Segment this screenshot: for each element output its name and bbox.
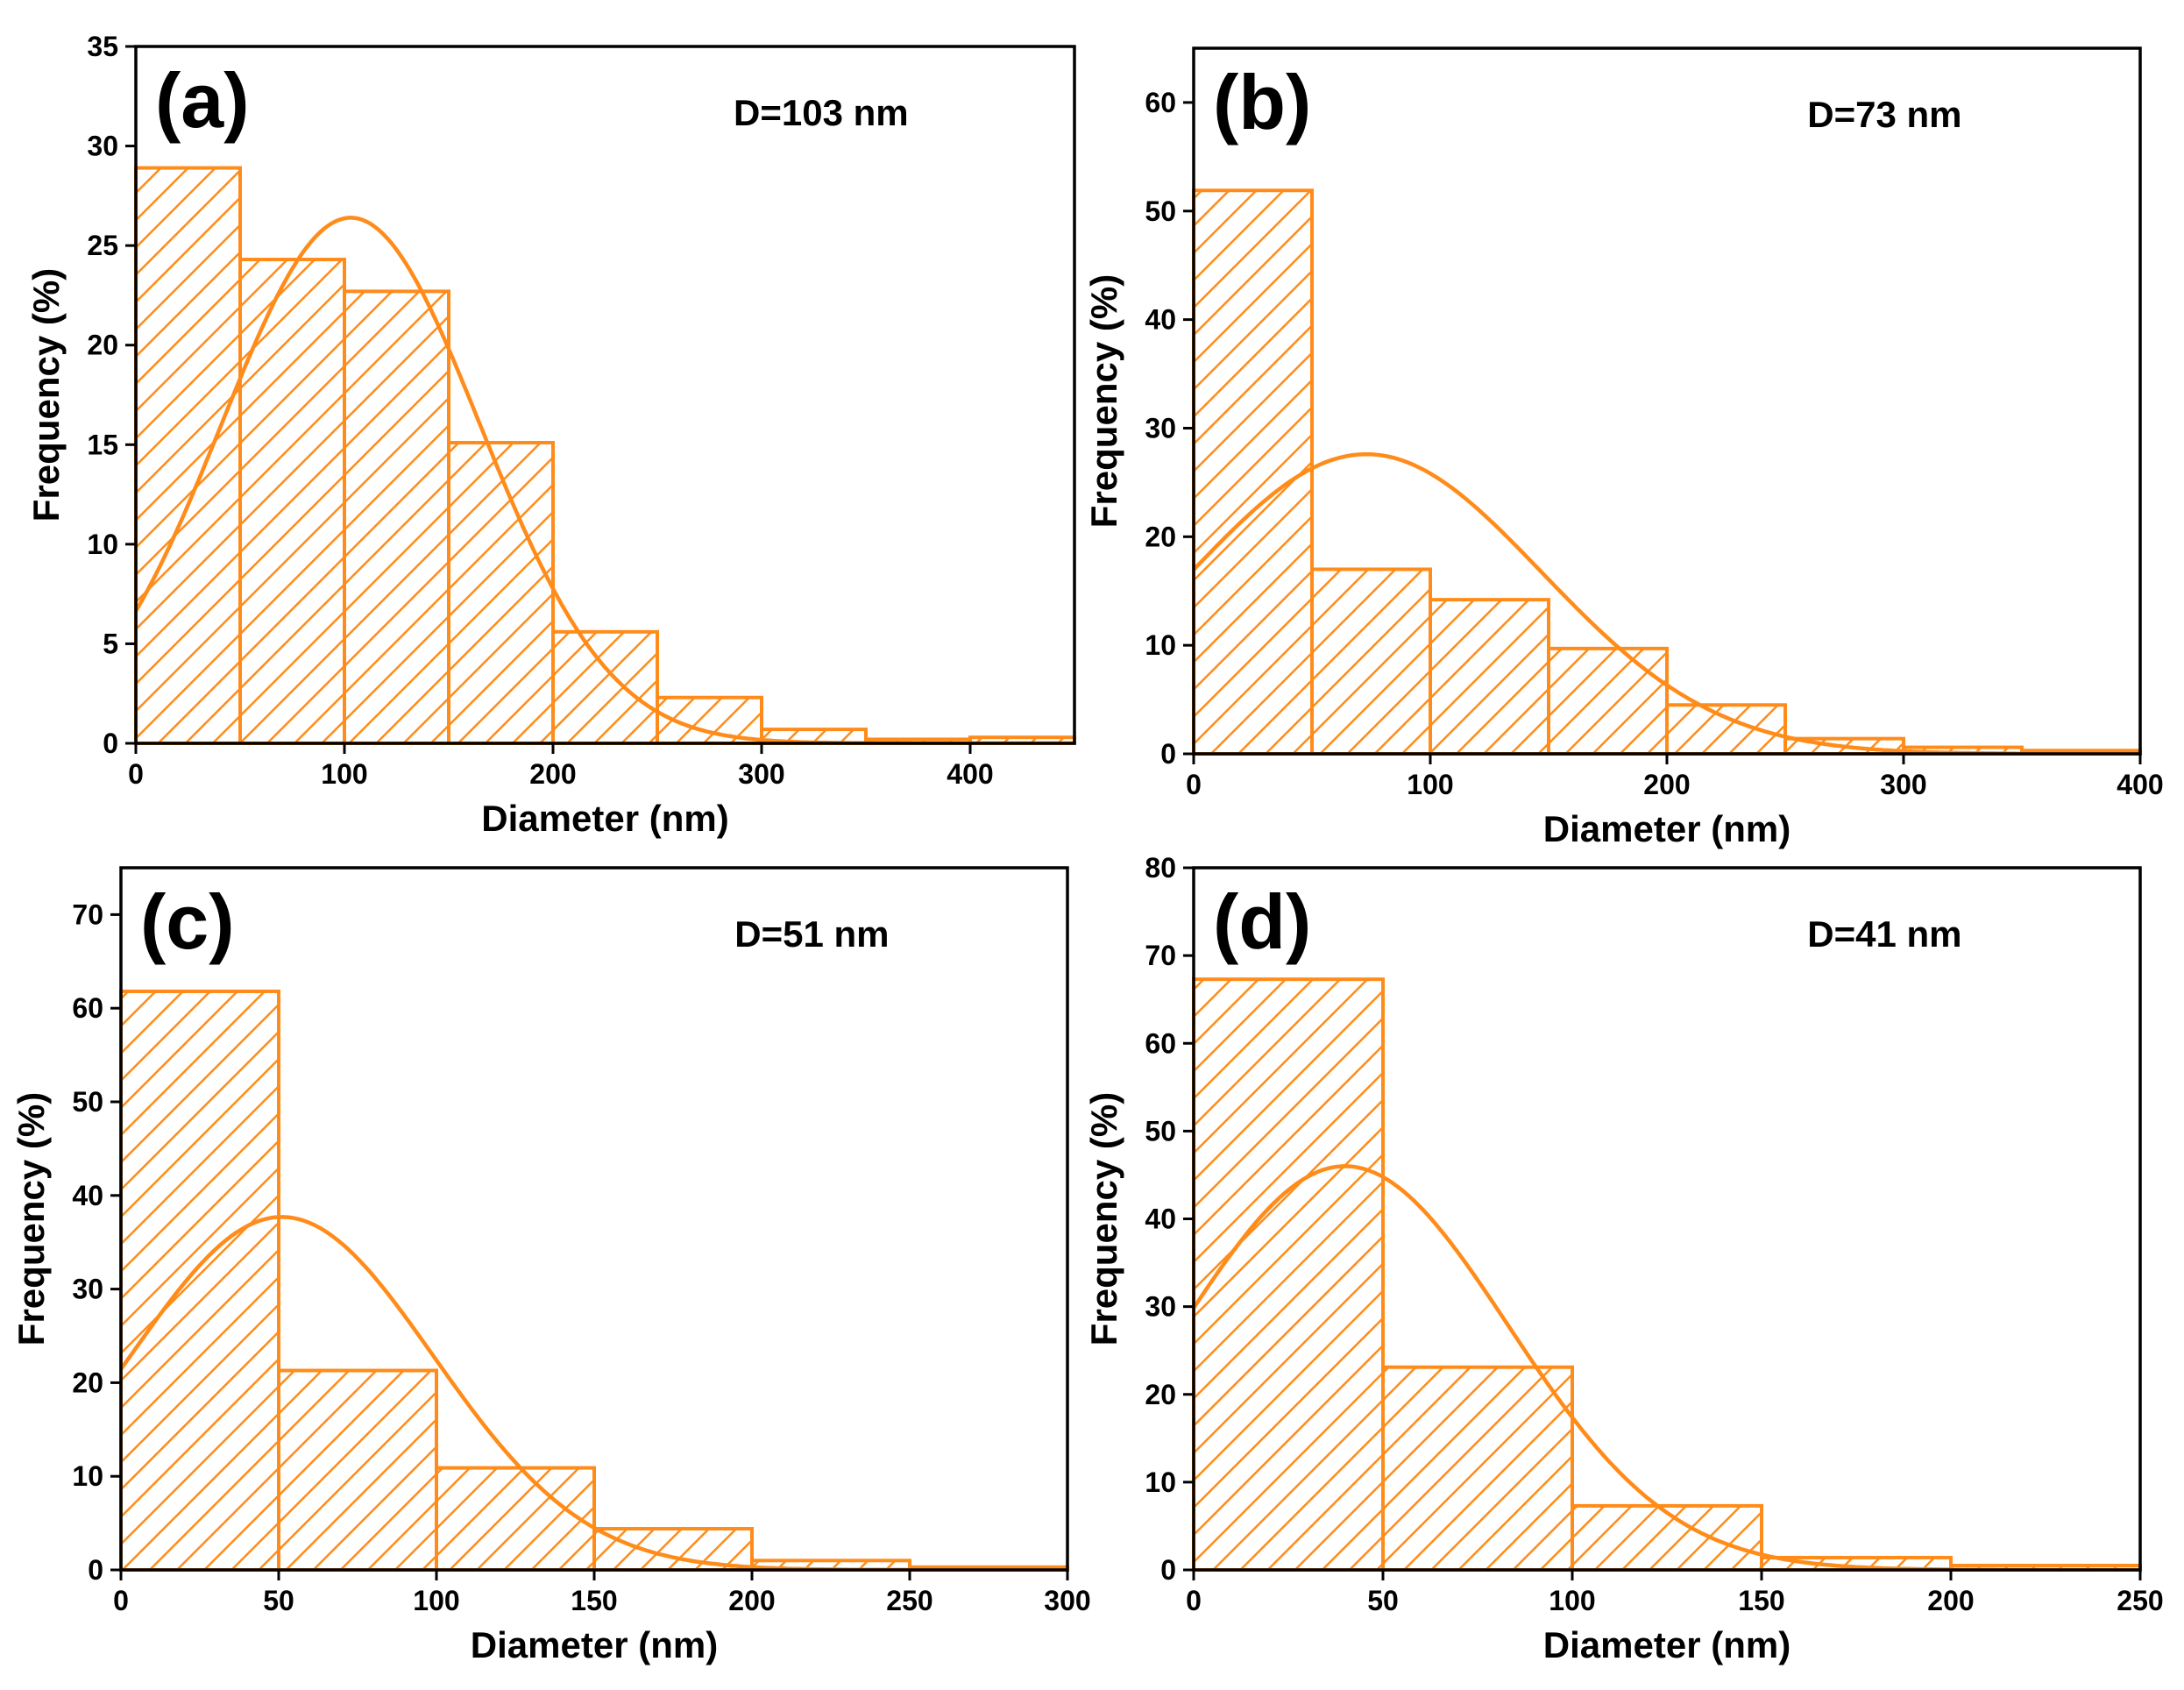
x-tick-label: 100 <box>1407 769 1453 800</box>
chart-panel-d: 0 50 100 150 200 250 0 10 20 30 40 50 60 70 80 Diameter… <box>1083 852 2164 1665</box>
histogram-bar <box>447 441 555 745</box>
x-tick-label: 250 <box>2117 1585 2163 1616</box>
histogram-bar <box>1310 567 1432 756</box>
y-axis-title: Frequency (%) <box>1083 274 1124 528</box>
x-tick-label: 100 <box>413 1585 459 1616</box>
y-tick-label: 20 <box>72 1367 103 1398</box>
y-tick-label: 70 <box>72 898 103 930</box>
y-tick-label: 5 <box>103 628 118 659</box>
y-tick-label: 40 <box>72 1180 103 1211</box>
y-tick-label: 60 <box>72 992 103 1024</box>
histogram-bar <box>1547 646 1669 756</box>
histogram-bar <box>1429 598 1550 756</box>
x-axis-title: Diameter (nm) <box>1543 808 1790 849</box>
mean-diameter-annotation: D=41 nm <box>1807 913 1961 955</box>
x-tick-label: 0 <box>1186 1585 1202 1616</box>
panel-label: (d) <box>1213 878 1311 965</box>
histogram-bar <box>435 1466 596 1573</box>
x-tick-label: 200 <box>1927 1585 1974 1616</box>
y-tick-label: 60 <box>1145 1027 1176 1059</box>
x-tick-label: 150 <box>1738 1585 1784 1616</box>
x-tick-label: 50 <box>263 1585 294 1616</box>
bar-series <box>1192 188 2142 756</box>
y-axis-title: Frequency (%) <box>25 268 67 522</box>
y-axis-title: Frequency (%) <box>11 1092 52 1346</box>
y-axis-title: Frequency (%) <box>1083 1092 1124 1346</box>
y-tick-label: 50 <box>1145 1115 1176 1147</box>
x-tick-label: 150 <box>571 1585 617 1616</box>
y-tick-label: 60 <box>1145 87 1176 118</box>
x-tick-label: 400 <box>947 758 993 790</box>
x-axis-title: Diameter (nm) <box>471 1624 718 1665</box>
panel-label: (c) <box>140 878 235 965</box>
plot-frame <box>134 45 1076 745</box>
y-tick-label: 15 <box>87 429 118 460</box>
x-tick-label: 200 <box>529 758 576 790</box>
histogram-bar <box>1192 977 1385 1572</box>
y-tick-label: 35 <box>87 31 118 62</box>
bar-series <box>119 989 1069 1573</box>
y-tick-label: 40 <box>1145 1204 1176 1235</box>
x-tick-label: 0 <box>1186 769 1202 800</box>
y-tick-label: 10 <box>1145 1466 1176 1498</box>
histogram-bar <box>1571 1503 1763 1572</box>
x-tick-label: 300 <box>738 758 784 790</box>
gaussian-fit-curve <box>136 216 1074 743</box>
y-tick-label: 10 <box>87 529 118 560</box>
x-tick-label: 300 <box>1044 1585 1090 1616</box>
y-tick-label: 30 <box>1145 1291 1176 1323</box>
histogram-bar <box>1665 703 1787 756</box>
y-tick-label: 30 <box>72 1274 103 1305</box>
histogram-bar <box>238 258 346 745</box>
y-tick-label: 0 <box>103 728 118 759</box>
mean-diameter-annotation: D=51 nm <box>734 913 889 955</box>
chart-panel-a: 0 100 200 300 400 0 5 10 15 20 25 30 35 Diameter (nm)… <box>25 31 1076 839</box>
y-tick-label: 20 <box>1145 521 1176 552</box>
y-tick-label: 10 <box>1145 629 1176 661</box>
chart-panel-b: 0 100 200 300 400 0 10 20 30 40 50 60 Diameter (nm) F… <box>1083 46 2164 849</box>
x-axis-title: Diameter (nm) <box>481 798 728 839</box>
y-tick-label: 20 <box>1145 1379 1176 1410</box>
mean-diameter-annotation: D=73 nm <box>1807 94 1961 135</box>
x-tick-label: 200 <box>728 1585 775 1616</box>
x-tick-label: 400 <box>2117 769 2163 800</box>
histogram-bar <box>119 989 280 1572</box>
x-tick-label: 100 <box>321 758 367 790</box>
x-tick-label: 100 <box>1549 1585 1595 1616</box>
y-tick-label: 0 <box>1160 1554 1176 1586</box>
histogram-bar <box>551 629 659 745</box>
chart-panel-c: 0 50 100 150 200 250 300 0 10 20 30 40 50 60 70 Diamete… <box>11 866 1091 1665</box>
panel-label: (a) <box>155 57 250 144</box>
y-tick-label: 70 <box>1145 940 1176 971</box>
x-tick-label: 200 <box>1643 769 1690 800</box>
y-tick-label: 0 <box>88 1554 103 1586</box>
histogram-bar <box>1192 188 1314 756</box>
panel-label: (b) <box>1213 59 1311 146</box>
histogram-bar <box>1381 1365 1574 1573</box>
bar-series <box>1192 977 2142 1573</box>
x-tick-label: 0 <box>128 758 144 790</box>
y-tick-label: 30 <box>87 131 118 162</box>
x-tick-label: 0 <box>113 1585 129 1616</box>
y-tick-label: 25 <box>87 230 118 261</box>
y-tick-label: 10 <box>72 1460 103 1492</box>
y-tick-label: 30 <box>1145 412 1176 444</box>
y-tick-label: 50 <box>1145 195 1176 227</box>
histogram-bar <box>134 166 242 746</box>
x-tick-label: 250 <box>886 1585 932 1616</box>
y-tick-label: 50 <box>72 1086 103 1118</box>
x-tick-label: 50 <box>1367 1585 1399 1616</box>
y-tick-label: 20 <box>87 330 118 361</box>
x-axis-title: Diameter (nm) <box>1543 1624 1790 1665</box>
histogram-bar <box>277 1368 438 1572</box>
mean-diameter-annotation: D=103 nm <box>734 92 909 133</box>
histogram-bar <box>343 289 450 745</box>
x-tick-label: 300 <box>1880 769 1926 800</box>
y-tick-label: 0 <box>1160 738 1176 770</box>
y-tick-label: 80 <box>1145 852 1176 884</box>
y-tick-label: 40 <box>1145 304 1176 336</box>
bar-series <box>134 166 1076 746</box>
